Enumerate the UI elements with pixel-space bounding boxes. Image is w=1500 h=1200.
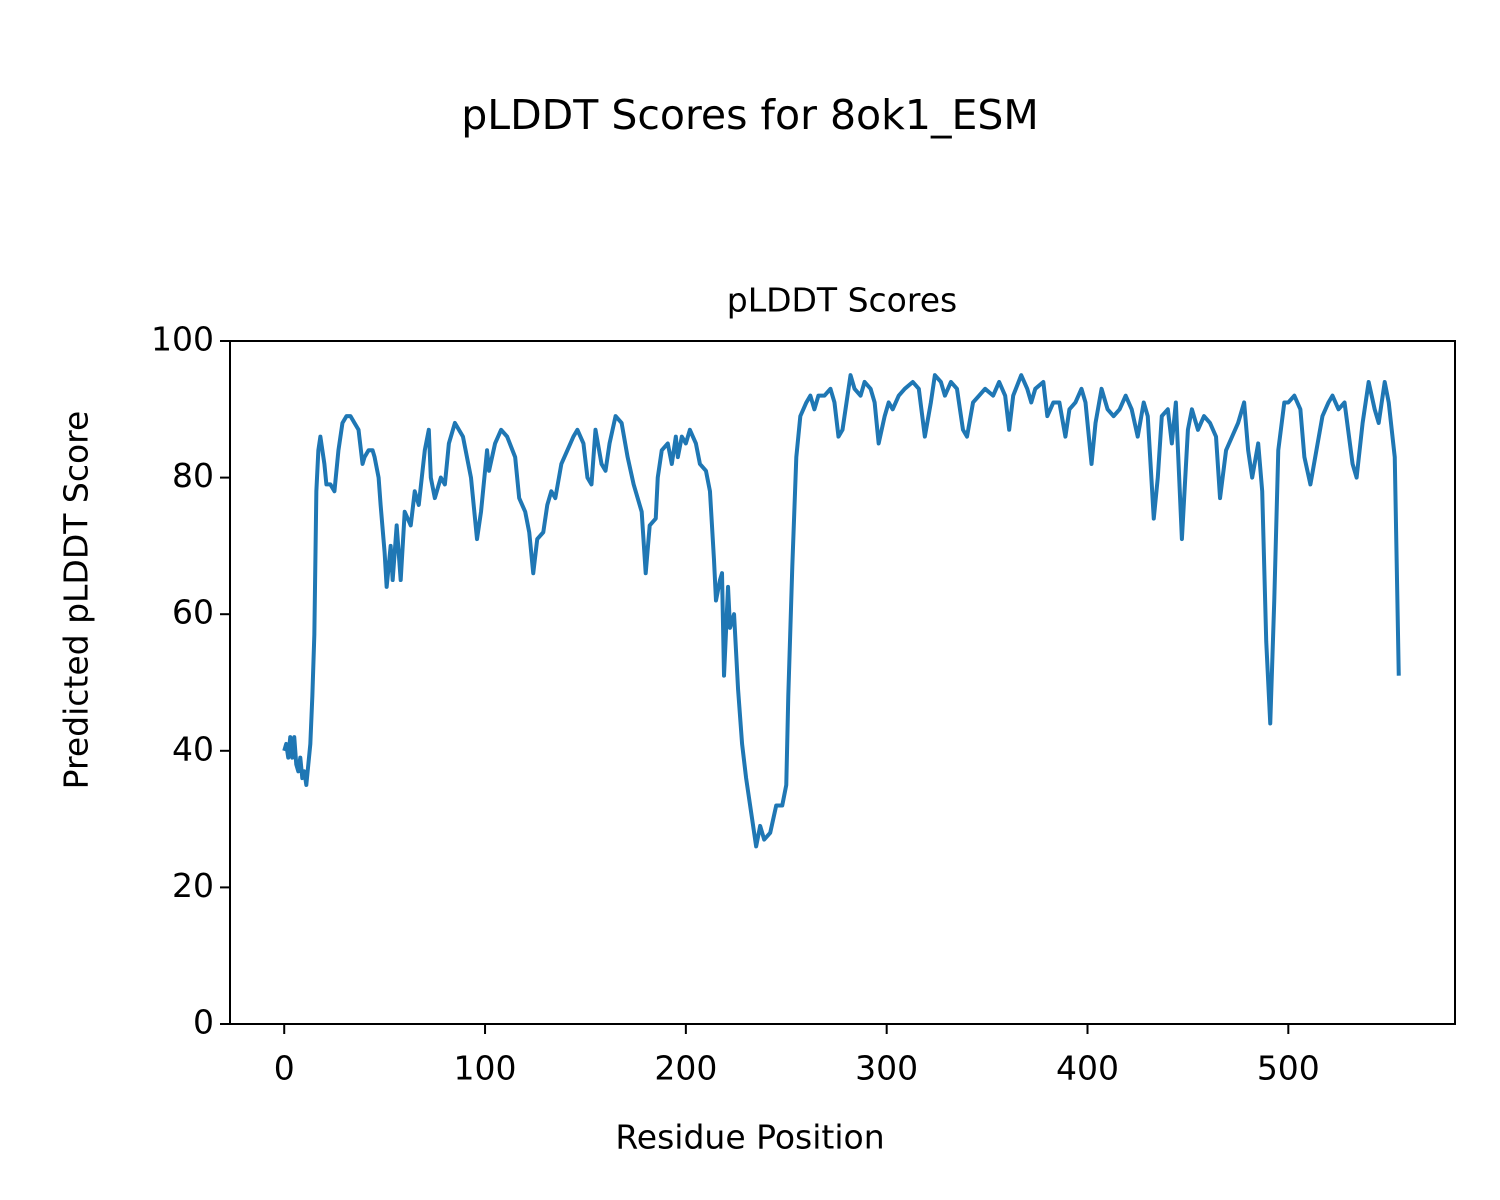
y-tick-label: 20 xyxy=(172,866,214,905)
y-tick-label: 60 xyxy=(172,593,214,632)
y-tick-label: 100 xyxy=(151,320,214,359)
y-tick-label: 80 xyxy=(172,456,214,495)
x-tick-label: 0 xyxy=(274,1049,295,1088)
y-tick-label: 40 xyxy=(172,729,214,768)
x-tick-label: 500 xyxy=(1257,1049,1320,1088)
x-tick-label: 400 xyxy=(1056,1049,1119,1088)
x-tick-label: 100 xyxy=(454,1049,517,1088)
x-tick-label: 300 xyxy=(855,1049,918,1088)
line-series xyxy=(282,373,1401,849)
x-tick-label: 200 xyxy=(654,1049,717,1088)
axes-title: pLDDT Scores xyxy=(727,281,957,320)
x-axis-label: Residue Position xyxy=(615,1118,884,1157)
y-axis-label: Predicted pLDDT Score xyxy=(57,411,96,790)
plot-frame xyxy=(229,340,1456,1025)
y-tick-label: 0 xyxy=(193,1003,214,1042)
chart-title: pLDDT Scores for 8ok1_ESM xyxy=(461,91,1039,139)
